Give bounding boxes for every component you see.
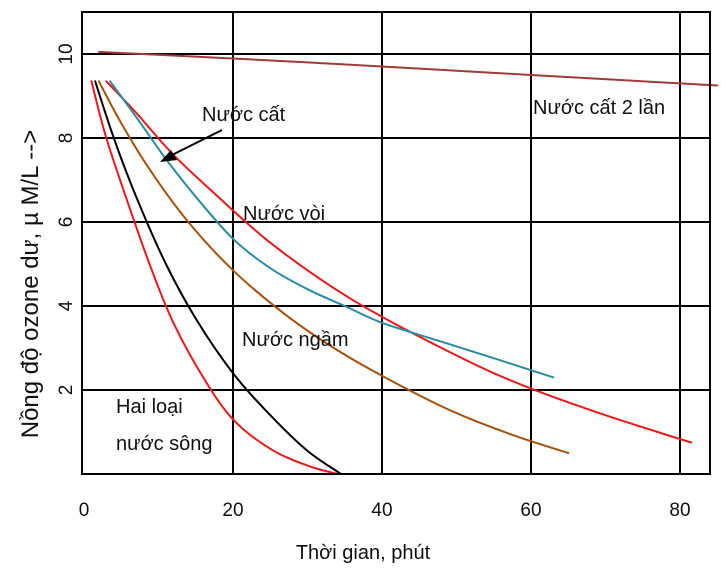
x-tick-label: 0 — [79, 500, 90, 521]
series-line-1 — [97, 50, 719, 87]
y-tick-label: 2 — [56, 385, 77, 396]
y-tick-label: 6 — [56, 217, 77, 228]
x-tick-label: 20 — [222, 500, 243, 521]
label-distilled: Nước cất — [202, 104, 286, 126]
series-line-5 — [94, 80, 342, 475]
series-line-3 — [109, 80, 555, 379]
grid — [82, 12, 710, 474]
series-line-6 — [90, 80, 339, 475]
label-river-line2: nước sông — [116, 433, 213, 455]
tick-labels: 0 20 40 60 80 2 4 6 8 10 — [56, 43, 691, 521]
plot-frame — [81, 11, 711, 475]
series-line-2 — [105, 80, 693, 444]
x-tick-label: 40 — [371, 500, 392, 521]
label-groundwater: Nước ngầm — [242, 329, 349, 351]
y-axis-title: Nồng độ ozone dư, µ M/L --> — [17, 130, 44, 439]
y-tick-label: 10 — [56, 43, 77, 64]
y-tick-label: 8 — [56, 133, 77, 144]
arrow-line — [171, 129, 223, 156]
label-double-distilled: Nước cất 2 lần — [533, 97, 665, 119]
arrow-head-icon — [160, 150, 177, 162]
label-tap-water: Nước vòi — [243, 203, 325, 225]
x-tick-label: 80 — [669, 500, 690, 521]
label-river-line1: Hai loại — [116, 396, 183, 418]
series-group — [90, 50, 719, 475]
x-tick-label: 60 — [520, 500, 541, 521]
y-tick-label: 4 — [56, 300, 77, 311]
x-axis-title: Thời gian, phút — [296, 542, 431, 564]
series-line-4 — [97, 80, 570, 454]
